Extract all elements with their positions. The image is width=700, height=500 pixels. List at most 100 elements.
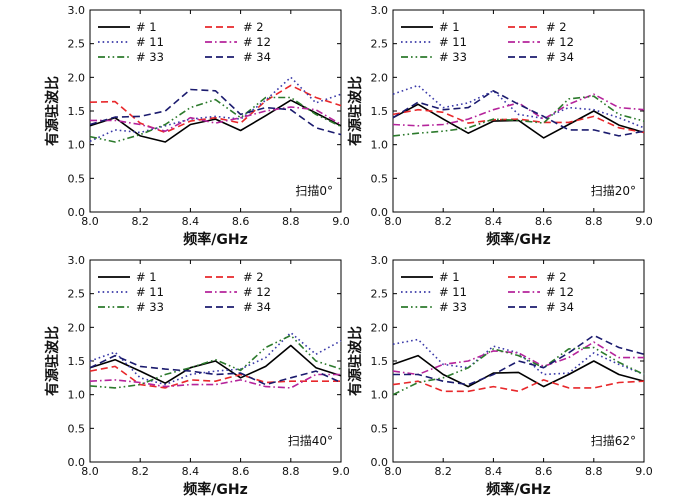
x-tick-label: 8.2 bbox=[434, 215, 452, 228]
y-axis-label: 有源驻波比 bbox=[44, 326, 61, 396]
series-line-34 bbox=[392, 90, 645, 137]
legend-label: # 11 bbox=[439, 35, 467, 49]
legend-label: # 12 bbox=[243, 35, 271, 49]
y-tick-label: 3.0 bbox=[371, 4, 389, 17]
legend-label: # 1 bbox=[136, 270, 157, 284]
x-axis-label: 频率/GHz bbox=[486, 481, 550, 498]
x-tick-label: 8.0 bbox=[81, 465, 99, 478]
y-tick-label: 2.5 bbox=[371, 38, 389, 51]
series-line-33 bbox=[89, 334, 342, 389]
x-tick-label: 9.0 bbox=[635, 465, 653, 478]
legend-label: # 11 bbox=[439, 285, 467, 299]
legend-label: # 12 bbox=[546, 35, 574, 49]
y-tick-label: 1.5 bbox=[371, 105, 389, 118]
y-tick-label: 1.0 bbox=[68, 389, 86, 402]
x-tick-label: 8.0 bbox=[384, 215, 402, 228]
series-line-1 bbox=[89, 99, 342, 143]
series-line-2 bbox=[392, 379, 645, 393]
x-tick-label: 8.2 bbox=[434, 465, 452, 478]
legend-label: # 33 bbox=[439, 50, 467, 64]
y-tick-label: 3.0 bbox=[68, 4, 86, 17]
y-tick-label: 3.0 bbox=[68, 254, 86, 267]
series-line-2 bbox=[89, 84, 342, 134]
series-line-34 bbox=[89, 354, 342, 386]
chart-panel-3: 8.0 8.2 8.4 8.6 8.8 9.0 0.0 0.5 1.0 1.5 2.0 2.5 3.0 频… bbox=[44, 254, 350, 498]
x-tick-label: 8.8 bbox=[282, 465, 300, 478]
chart-panel-2: 8.0 8.2 8.4 8.6 8.8 9.0 0.0 0.5 1.0 1.5 2.0 2.5 3.0 频… bbox=[347, 4, 653, 248]
series-line-11 bbox=[392, 338, 645, 376]
scan-angle-annotation: 扫描20° bbox=[591, 184, 636, 198]
y-tick-label: 0.5 bbox=[371, 422, 389, 435]
legend-label: # 1 bbox=[136, 20, 157, 34]
y-tick-label: 2.0 bbox=[68, 71, 86, 84]
legend-label: # 2 bbox=[243, 270, 264, 284]
legend-label: # 34 bbox=[546, 50, 574, 64]
legend: # 1 # 2 # 11 # 12 # 33 # 34 bbox=[98, 270, 271, 314]
series-line-2 bbox=[89, 365, 341, 389]
y-tick-label: 1.0 bbox=[371, 389, 389, 402]
legend: # 1 # 2 # 11 # 12 # 33 # 34 bbox=[401, 270, 574, 314]
series-line-1 bbox=[392, 354, 645, 388]
y-tick-label: 0.5 bbox=[68, 422, 86, 435]
x-tick-label: 8.8 bbox=[282, 215, 300, 228]
x-tick-label: 8.0 bbox=[384, 465, 402, 478]
series-line-12 bbox=[392, 341, 644, 376]
y-tick-label: 0.0 bbox=[371, 456, 389, 469]
y-tick-label: 1.5 bbox=[68, 355, 86, 368]
x-tick-label: 8.0 bbox=[81, 215, 99, 228]
series-line-2 bbox=[392, 108, 645, 134]
y-tick-label: 1.5 bbox=[371, 355, 389, 368]
y-axis-label: 有源驻波比 bbox=[347, 326, 364, 396]
chart-panel-1: 8.0 8.2 8.4 8.6 8.8 9.0 0.0 0.5 1.0 1.5 2.0 2.5 3.0 频… bbox=[44, 4, 350, 248]
series-line-1 bbox=[89, 344, 342, 385]
series-line-11 bbox=[89, 331, 342, 386]
series-line-33 bbox=[89, 96, 342, 143]
y-tick-label: 2.5 bbox=[68, 38, 86, 51]
plot-frame bbox=[392, 259, 645, 463]
y-tick-label: 2.0 bbox=[68, 321, 86, 334]
legend-label: # 11 bbox=[136, 285, 164, 299]
legend-label: # 2 bbox=[243, 20, 264, 34]
y-tick-label: 0.0 bbox=[68, 206, 86, 219]
x-tick-label: 8.8 bbox=[585, 465, 603, 478]
legend: # 1 # 2 # 11 # 12 # 33 # 34 bbox=[401, 20, 574, 64]
x-axis-label: 频率/GHz bbox=[486, 231, 550, 248]
legend: # 1 # 2 # 11 # 12 # 33 # 34 bbox=[98, 20, 271, 64]
series-line-33 bbox=[392, 346, 645, 396]
series-line-1 bbox=[392, 103, 645, 139]
x-tick-label: 9.0 bbox=[635, 215, 653, 228]
series-line-34 bbox=[89, 88, 342, 136]
x-tick-label: 9.0 bbox=[332, 465, 350, 478]
legend-label: # 2 bbox=[546, 270, 567, 284]
y-axis-label: 有源驻波比 bbox=[44, 76, 61, 146]
y-tick-label: 2.5 bbox=[371, 288, 389, 301]
legend-label: # 2 bbox=[546, 20, 567, 34]
y-tick-label: 0.0 bbox=[371, 206, 389, 219]
y-axis-label: 有源驻波比 bbox=[347, 76, 364, 146]
y-tick-label: 1.5 bbox=[68, 105, 86, 118]
y-tick-label: 0.0 bbox=[68, 456, 86, 469]
y-tick-label: 2.5 bbox=[68, 288, 86, 301]
legend-label: # 1 bbox=[439, 20, 460, 34]
chart-panel-4: 8.0 8.2 8.4 8.6 8.8 9.0 0.0 0.5 1.0 1.5 2.0 2.5 3.0 频… bbox=[347, 254, 653, 498]
scan-angle-annotation: 扫描40° bbox=[288, 434, 333, 448]
x-axis-label: 频率/GHz bbox=[183, 231, 247, 248]
x-tick-label: 8.8 bbox=[585, 215, 603, 228]
series-line-33 bbox=[392, 95, 645, 137]
x-tick-label: 9.0 bbox=[332, 215, 350, 228]
legend-label: # 11 bbox=[136, 35, 164, 49]
y-tick-label: 2.0 bbox=[371, 321, 389, 334]
x-tick-label: 8.2 bbox=[131, 215, 149, 228]
scan-angle-annotation: 扫描0° bbox=[295, 184, 333, 198]
legend-label: # 34 bbox=[546, 300, 574, 314]
x-tick-label: 8.2 bbox=[131, 465, 149, 478]
series-line-11 bbox=[392, 84, 645, 129]
legend-label: # 12 bbox=[546, 285, 574, 299]
y-tick-label: 1.0 bbox=[371, 139, 389, 152]
x-tick-label: 8.6 bbox=[535, 215, 553, 228]
plot-frame bbox=[89, 9, 342, 213]
legend-label: # 34 bbox=[243, 300, 271, 314]
y-tick-label: 3.0 bbox=[371, 254, 389, 267]
scan-angle-annotation: 扫描62° bbox=[591, 434, 636, 448]
